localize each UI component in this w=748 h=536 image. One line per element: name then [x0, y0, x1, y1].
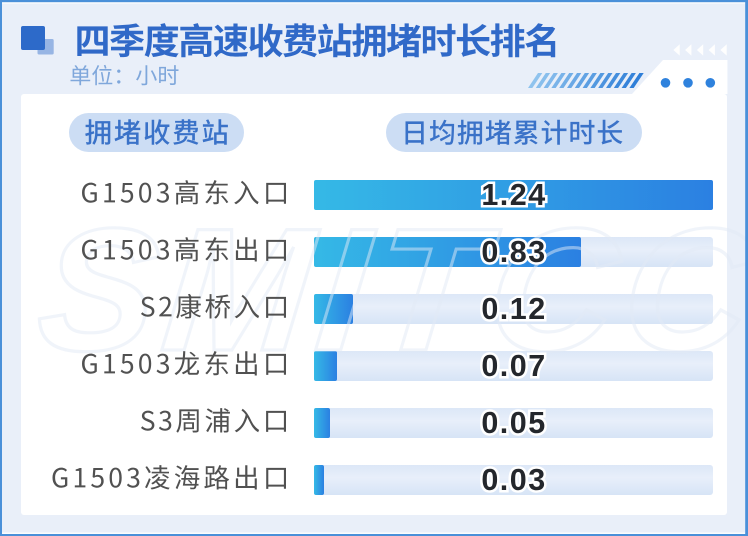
svg-text:0.07: 0.07	[481, 349, 546, 383]
svg-text:1.24: 1.24	[481, 178, 546, 212]
svg-text:0.83: 0.83	[481, 235, 546, 269]
svg-text:0.05: 0.05	[481, 406, 546, 440]
svg-text:0.12: 0.12	[481, 292, 546, 326]
svg-text:0.03: 0.03	[481, 463, 546, 497]
